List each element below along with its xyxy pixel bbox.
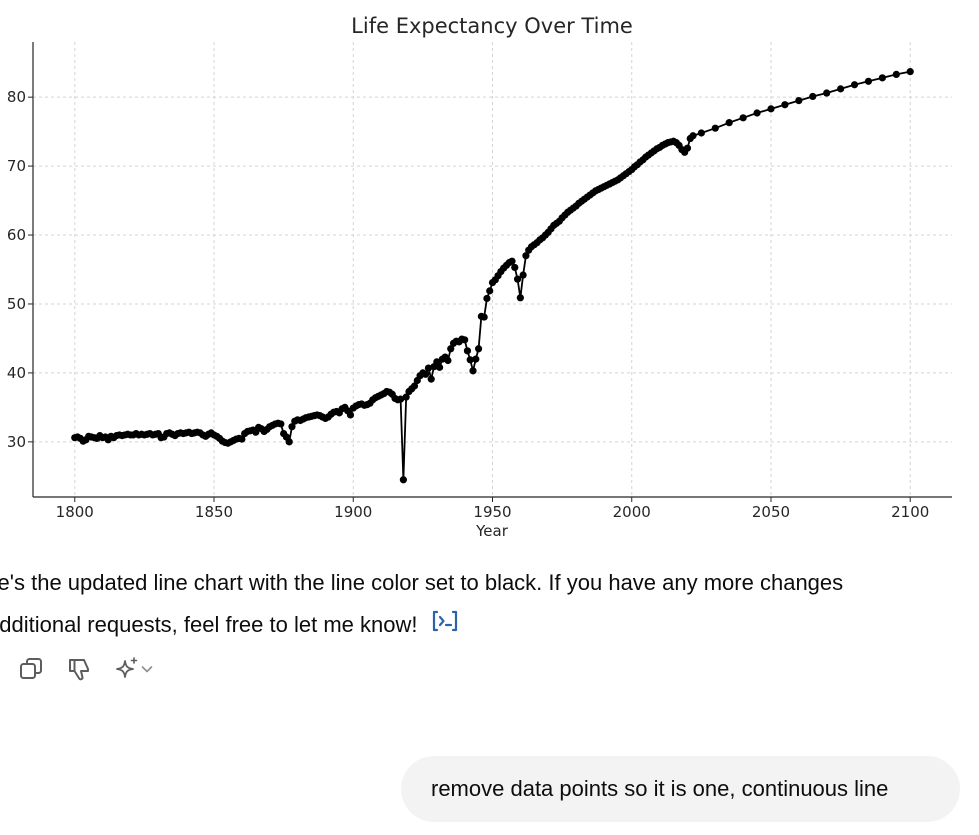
data-point — [469, 367, 477, 375]
y-tick-label: 70 — [7, 157, 26, 175]
data-point — [753, 109, 761, 117]
x-tick-label: 2050 — [752, 503, 790, 521]
data-point — [906, 68, 914, 76]
data-point — [399, 476, 407, 484]
assistant-message-text-1: ere's the updated line chart with the li… — [0, 570, 844, 595]
data-point — [823, 89, 831, 97]
chart-series — [71, 68, 914, 484]
data-point — [444, 356, 452, 365]
data-point — [238, 435, 246, 443]
data-point — [483, 294, 491, 303]
copy-button[interactable] — [18, 656, 44, 682]
data-point — [864, 77, 873, 85]
data-point — [402, 393, 410, 401]
data-point — [511, 263, 519, 272]
data-point — [466, 356, 474, 364]
assistant-message-text-2: additional requests, feel free to let me… — [0, 612, 418, 637]
assistant-message-line-1: ere's the updated line chart with the li… — [0, 562, 978, 604]
code-interpreter-icon[interactable] — [430, 605, 460, 647]
data-point — [435, 363, 444, 371]
chart-ticks: 1800 1850 1900 1950 2000 2050 2100 30 40 50 60 70 80 — [7, 88, 929, 521]
data-point — [461, 336, 469, 344]
data-point — [397, 395, 405, 403]
data-point — [285, 438, 293, 446]
message-actions — [18, 656, 154, 682]
data-point — [850, 81, 859, 89]
x-tick-label: 1850 — [195, 503, 233, 521]
data-point — [480, 313, 488, 321]
y-tick-label: 80 — [7, 88, 26, 106]
x-tick-label: 1950 — [473, 503, 511, 521]
data-point — [837, 85, 845, 93]
data-point — [522, 252, 530, 260]
data-point — [508, 257, 516, 265]
x-tick-label: 1800 — [56, 503, 94, 521]
y-tick-label: 30 — [7, 433, 26, 451]
user-message-text: remove data points so it is one, continu… — [431, 776, 889, 801]
data-point — [427, 375, 435, 383]
data-point — [410, 382, 419, 390]
data-point — [422, 370, 430, 378]
data-point — [288, 423, 296, 431]
chevron-down-icon — [141, 666, 153, 673]
data-point — [519, 271, 527, 279]
data-point — [474, 345, 483, 353]
data-point — [486, 287, 494, 295]
y-tick-label: 40 — [7, 364, 26, 382]
data-point — [809, 92, 817, 101]
data-point — [516, 294, 524, 302]
data-point — [697, 129, 705, 137]
x-tick-label: 1900 — [334, 503, 372, 521]
bad-response-button[interactable] — [66, 656, 92, 682]
assistant-message-line-2: additional requests, feel free to let me… — [0, 604, 979, 647]
data-point — [277, 420, 285, 428]
data-point — [781, 101, 789, 109]
thumbs-down-icon — [69, 659, 89, 681]
chart-image: 1800 1850 1900 1950 2000 2050 2100 30 40 50 60 70 80… — [7, 14, 952, 540]
data-point — [878, 74, 886, 82]
y-tick-label: 60 — [7, 226, 26, 244]
data-point — [683, 144, 692, 152]
data-point — [433, 358, 441, 366]
x-tick-label: 2100 — [891, 503, 929, 521]
data-point — [513, 275, 522, 283]
data-point — [711, 124, 719, 132]
data-point — [463, 347, 472, 355]
copy-icon — [20, 658, 42, 679]
user-message-bubble: remove data points so it is one, continu… — [401, 756, 960, 822]
chart-grid — [33, 42, 952, 497]
y-tick-label: 50 — [7, 295, 26, 313]
data-point — [424, 364, 433, 372]
life-expectancy-chart: 1800 1850 1900 1950 2000 2050 2100 30 40 50 60 70 80… — [7, 14, 952, 540]
data-point — [739, 114, 747, 122]
data-point — [795, 97, 803, 105]
data-point — [447, 345, 455, 353]
data-point — [767, 105, 775, 113]
data-point — [689, 132, 697, 140]
data-point — [725, 119, 733, 127]
x-axis-label: Year — [475, 522, 509, 540]
data-point — [472, 355, 480, 363]
x-tick-label: 2000 — [613, 503, 651, 521]
data-point — [892, 70, 900, 78]
sparkle-icon — [116, 657, 138, 678]
regenerate-button[interactable] — [114, 656, 154, 682]
data-point — [346, 411, 355, 419]
chart-title: Life Expectancy Over Time — [351, 14, 633, 38]
